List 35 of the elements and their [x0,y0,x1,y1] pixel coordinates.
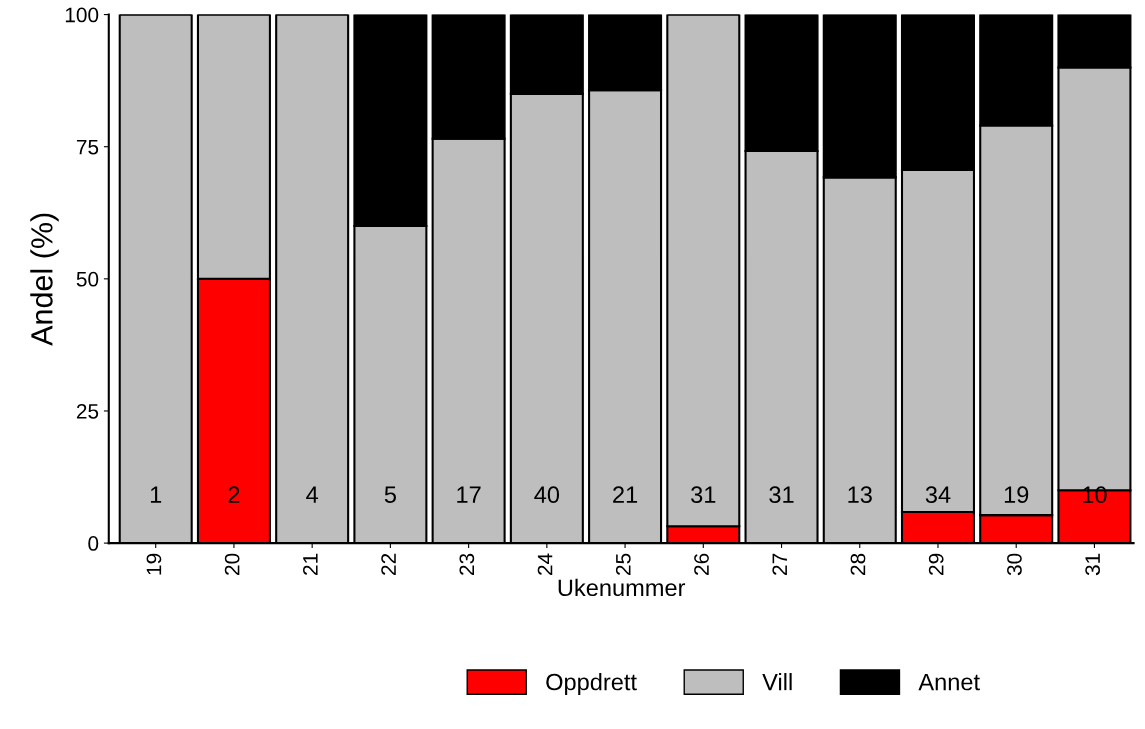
y-tick-label: 0 [88,536,99,551]
x-tick-label: 19 [146,553,162,575]
x-tick-label: 20 [224,553,240,575]
annotation: 40 [534,486,560,504]
annotation: 4 [306,486,319,503]
annotation: 21 [613,486,638,503]
legend-label: Vill [762,673,792,691]
annotation: 34 [925,486,951,504]
x-tick-label: 28 [850,553,866,575]
y-axis-title: Andel (%) [30,213,59,346]
annotation: 31 [691,486,716,504]
y-tick-label: 50 [76,271,99,287]
annotation: 1 [150,486,162,503]
x-tick-label: 22 [381,553,396,575]
y-tick-label: 100 [65,7,99,23]
annotation: 31 [769,486,794,504]
annotation: 5 [384,486,396,504]
y-tick-label: 75 [76,139,99,155]
legend-label: Annet [918,673,980,691]
x-tick-label: 25 [615,553,631,575]
x-tick-label: 29 [928,553,944,575]
annotation: 17 [457,486,481,503]
x-tick-label: 23 [459,553,475,575]
x-tick-label: 21 [303,553,318,575]
legend-label: Oppdrett [546,673,637,696]
x-tick-label: 30 [1007,553,1022,576]
x-tick-label: 27 [772,553,787,575]
x-tick-label: 26 [694,553,709,575]
x-axis-title: Ukenummer [558,578,686,597]
x-tick-label: 31 [1085,553,1101,576]
annotation: 2 [228,486,240,503]
x-tick-label: 24 [537,553,553,575]
y-tick-label: 25 [76,403,99,419]
annotation: 13 [848,486,872,504]
annotation: 19 [1004,486,1029,504]
